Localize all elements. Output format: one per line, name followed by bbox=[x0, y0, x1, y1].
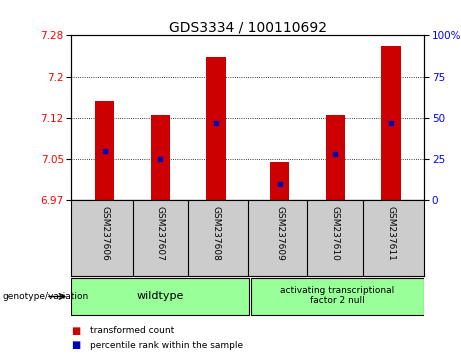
Text: GSM237606: GSM237606 bbox=[100, 206, 109, 261]
Text: GSM237609: GSM237609 bbox=[275, 206, 284, 261]
Text: genotype/variation: genotype/variation bbox=[2, 292, 89, 301]
Bar bbox=[325, 115, 345, 200]
Bar bbox=[381, 46, 401, 200]
Text: percentile rank within the sample: percentile rank within the sample bbox=[90, 341, 243, 350]
Text: GSM237608: GSM237608 bbox=[211, 206, 220, 261]
Bar bbox=[270, 161, 290, 200]
Text: activating transcriptional
factor 2 null: activating transcriptional factor 2 null bbox=[280, 286, 395, 306]
Bar bbox=[95, 101, 114, 200]
Text: wildtype: wildtype bbox=[136, 291, 184, 301]
Text: GSM237611: GSM237611 bbox=[386, 206, 395, 261]
Bar bbox=[71, 278, 249, 315]
Title: GDS3334 / 100110692: GDS3334 / 100110692 bbox=[169, 20, 327, 34]
Bar bbox=[151, 115, 170, 200]
Bar bbox=[251, 278, 424, 315]
Text: GSM237610: GSM237610 bbox=[331, 206, 340, 261]
Text: ■: ■ bbox=[71, 340, 81, 350]
Text: ■: ■ bbox=[71, 326, 81, 336]
Text: transformed count: transformed count bbox=[90, 326, 174, 336]
Bar bbox=[206, 57, 225, 200]
Text: GSM237607: GSM237607 bbox=[156, 206, 165, 261]
